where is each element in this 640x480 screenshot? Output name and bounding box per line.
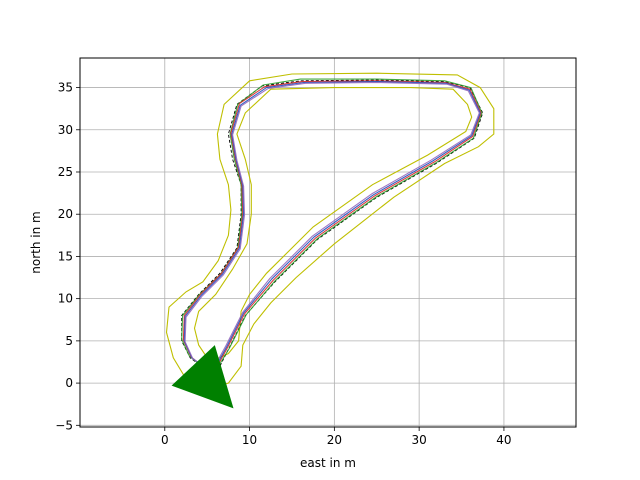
y-tick-label: 15: [58, 249, 73, 263]
path-red-line: [182, 80, 482, 370]
path-purple-line: [184, 81, 480, 371]
y-tick-label: 30: [58, 123, 73, 137]
heading-marker: [171, 345, 234, 409]
centerline: [181, 79, 484, 371]
inner-boundary-line: [193, 87, 473, 360]
y-tick-label: −5: [55, 418, 73, 432]
track-boundaries: [165, 72, 495, 388]
x-tick-label: 40: [496, 433, 511, 447]
y-tick-label: 5: [65, 334, 73, 348]
path-blue-line: [183, 81, 481, 371]
axes-frame: [79, 57, 577, 428]
y-tick-label: 25: [58, 165, 73, 179]
x-tick-label: 30: [412, 433, 427, 447]
y-tick-label: 10: [58, 292, 73, 306]
y-axis-label: north in m: [29, 211, 43, 273]
grid: [80, 58, 576, 427]
y-tick-label: 20: [58, 207, 73, 221]
ticks: 0 10 20 30 40 −5 0 5 10 15 20 25 30 35: [55, 81, 511, 447]
x-tick-label: 0: [161, 433, 169, 447]
x-axis-label: east in m: [300, 456, 356, 470]
x-tick-label: 10: [242, 433, 257, 447]
y-tick-label: 0: [65, 376, 73, 390]
x-tick-label: 20: [327, 433, 342, 447]
path-green-line: [181, 78, 483, 369]
outer-boundary-line: [165, 72, 495, 388]
driven-paths: [181, 78, 483, 371]
heading-arrow: [171, 345, 234, 409]
y-tick-label: 35: [58, 81, 73, 95]
